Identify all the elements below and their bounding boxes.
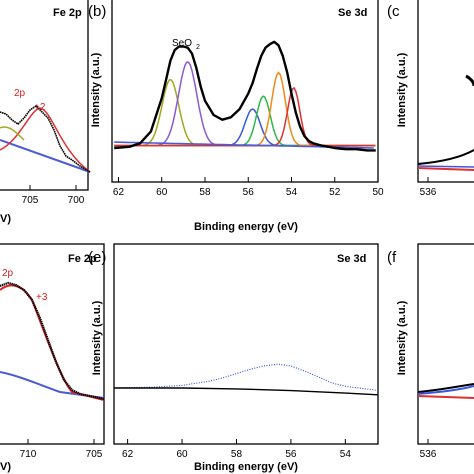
panel-c-blue-line xyxy=(417,165,474,168)
panel-a-ticks: 705 700 xyxy=(22,185,85,206)
panel-c-curves xyxy=(417,74,474,171)
panel-d-corner-label: Fe 2p xyxy=(68,253,97,265)
panel-b-ticks: 62 60 58 56 54 52 50 xyxy=(113,177,384,198)
panel-b-y-axis-label: Intensity (a.u.) xyxy=(90,52,102,127)
panel-d-x-axis-label: V) xyxy=(0,461,11,473)
panel-a-corner-label: Fe 2p xyxy=(53,7,82,19)
panel-f-frame xyxy=(417,243,474,445)
panel-a-red-peak xyxy=(0,107,91,173)
panel-a-background-line xyxy=(0,139,91,173)
panel-c-y-axis-label: Intensity (a.u.) xyxy=(396,52,408,127)
panel-c-letter: (c xyxy=(387,3,400,20)
panel-e-letter: (e) xyxy=(88,249,106,266)
panel-e-tick-label: 60 xyxy=(176,449,188,460)
panel-f-raw-data xyxy=(417,383,474,393)
panel-e-y-axis-label: Intensity (a.u.) xyxy=(91,300,103,375)
panel-a-raw-data xyxy=(0,104,91,173)
panel-d-plus3-annotation: +3 xyxy=(36,292,48,303)
panel-b-raw-data xyxy=(114,40,376,152)
panel-e-tick-label: 58 xyxy=(231,449,243,460)
panel-c-ticks: 536 xyxy=(420,177,437,198)
panel-b-fit-peak xyxy=(114,79,376,147)
panel-d-tick-label: 705 xyxy=(86,449,103,460)
panel-a-frame xyxy=(0,0,89,191)
panel-d-fit-line xyxy=(0,284,105,401)
panel-d-background-line xyxy=(0,371,105,399)
panel-d-frame xyxy=(0,243,105,445)
panel-b-curves xyxy=(114,40,376,152)
panel-c-raw-data xyxy=(417,149,474,165)
panel-b-corner-label: Se 3d xyxy=(338,7,367,19)
panel-c-tick-label: 536 xyxy=(420,187,437,198)
panel-d-ticks: 710 705 xyxy=(20,439,103,460)
panel-b-tick-label: 50 xyxy=(372,187,384,198)
panel-e-ticks: 62 60 58 56 54 xyxy=(122,439,351,460)
panel-b-tick-label: 52 xyxy=(329,187,341,198)
panel-c-peak-fragment xyxy=(465,74,474,87)
panel-b-seo2-text: SeO xyxy=(172,38,192,49)
panel-e-tick-label: 62 xyxy=(122,449,134,460)
panel-f-red-line xyxy=(417,395,474,399)
panel-f-tick-label: 536 xyxy=(420,449,437,460)
panel-a-2p-annotation: 2p xyxy=(14,88,26,99)
panel-d-raw-data xyxy=(0,281,105,401)
panel-e-tick-label: 56 xyxy=(285,449,297,460)
panel-b-tick-label: 56 xyxy=(243,187,255,198)
panel-b-frame xyxy=(111,0,379,183)
panel-e-raw-data xyxy=(113,363,379,392)
panel-b-tick-label: 58 xyxy=(199,187,211,198)
panel-f-blue-line xyxy=(417,385,474,395)
panel-d-tick-label: 710 xyxy=(20,449,37,460)
panel-b-x-axis-label: Binding energy (eV) xyxy=(194,221,298,233)
panel-b-tick-label: 60 xyxy=(156,187,168,198)
panel-b-seo2-sub: 2 xyxy=(196,44,200,51)
panel-f-curves xyxy=(417,383,474,399)
panel-b-seo2-annotation: SeO 2 xyxy=(172,38,200,51)
panel-b-fit-peak xyxy=(114,71,376,147)
panel-e-tick-label: 54 xyxy=(340,449,352,460)
panel-e-baseline xyxy=(114,387,379,396)
panel-c-frame xyxy=(417,0,474,183)
panel-e-x-axis-label: Binding energy (eV) xyxy=(194,461,298,473)
panel-a-tick-label: 705 xyxy=(22,195,39,206)
panel-d-2p-annotation: 2p xyxy=(2,268,14,279)
panel-a-olive-peak xyxy=(0,126,25,141)
panel-a-x-axis-label: V) xyxy=(0,213,11,225)
panel-e-corner-label: Se 3d xyxy=(337,253,366,265)
panel-c-red-line xyxy=(417,167,474,171)
panel-a-tick-label: 700 xyxy=(68,195,85,206)
panel-b-tick-label: 62 xyxy=(113,187,125,198)
panel-b-letter: (b) xyxy=(88,3,106,20)
panel-f-letter: (f xyxy=(387,249,397,266)
panel-f-y-axis-label: Intensity (a.u.) xyxy=(396,300,408,375)
panel-a-curves xyxy=(0,104,91,173)
panel-b-fit-peak xyxy=(114,61,376,147)
panel-b-tick-label: 54 xyxy=(286,187,298,198)
panel-d-curves xyxy=(0,281,105,401)
panel-f-ticks: 536 xyxy=(420,439,437,460)
panel-e-frame xyxy=(113,243,379,445)
panel-e-curves xyxy=(113,363,379,396)
